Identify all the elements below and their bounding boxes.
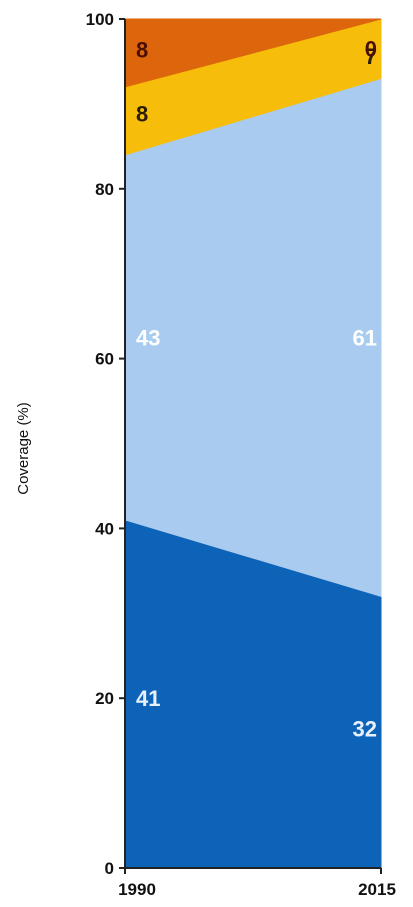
y-tick-label-80: 80: [95, 180, 114, 199]
y-tick-label-60: 60: [95, 350, 114, 369]
axes: [124, 19, 381, 869]
data-label-series-1-1990: 41: [136, 686, 160, 711]
y-axis-ticks: 0 20 40 60 80 100: [86, 10, 125, 878]
data-label-series-2-1990: 43: [136, 325, 160, 350]
area-layers: [124, 18, 382, 869]
x-tick-label-1990: 1990: [118, 880, 156, 899]
y-tick-label-0: 0: [105, 859, 114, 878]
data-label-series-2-2015: 61: [353, 325, 377, 350]
data-label-series-3-1990: 8: [136, 102, 148, 127]
data-label-series-3-2015: 7: [365, 44, 377, 69]
y-tick-label-100: 100: [86, 10, 114, 29]
area-series-2: [124, 77, 382, 597]
y-tick-label-40: 40: [95, 519, 114, 538]
y-axis-title: Coverage (%): [15, 402, 32, 495]
x-axis-ticks: 1990 2015: [118, 868, 396, 899]
y-tick-label-20: 20: [95, 689, 114, 708]
data-labels: 41 32 43 61 8 7 8 0: [136, 37, 377, 742]
x-tick-label-2015: 2015: [358, 880, 396, 899]
data-label-series-4-1990: 8: [136, 38, 148, 63]
data-label-series-1-2015: 32: [353, 716, 377, 741]
data-label-series-4-2015: 0: [365, 37, 377, 62]
